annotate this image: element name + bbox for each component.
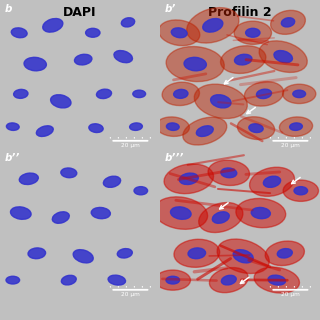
Ellipse shape [277, 249, 292, 258]
Ellipse shape [171, 207, 191, 219]
Ellipse shape [51, 95, 71, 108]
Ellipse shape [11, 28, 27, 38]
Ellipse shape [121, 18, 135, 27]
Ellipse shape [259, 41, 307, 72]
Text: b’’: b’’ [5, 154, 20, 164]
Text: DAPI: DAPI [63, 6, 97, 19]
Ellipse shape [133, 90, 146, 98]
Ellipse shape [268, 275, 285, 285]
Ellipse shape [283, 180, 318, 201]
Ellipse shape [293, 90, 306, 98]
Text: 20 μm: 20 μm [281, 292, 300, 297]
Ellipse shape [196, 126, 213, 136]
Ellipse shape [203, 19, 223, 32]
Ellipse shape [290, 123, 302, 130]
Ellipse shape [155, 270, 190, 290]
Ellipse shape [246, 28, 260, 37]
Ellipse shape [166, 46, 224, 82]
Ellipse shape [283, 84, 316, 104]
Ellipse shape [294, 187, 308, 195]
Ellipse shape [91, 207, 110, 219]
Ellipse shape [134, 187, 148, 195]
Ellipse shape [159, 20, 200, 46]
Ellipse shape [61, 168, 77, 178]
Ellipse shape [254, 267, 300, 293]
Ellipse shape [233, 250, 253, 263]
Ellipse shape [19, 173, 38, 185]
Ellipse shape [281, 18, 295, 27]
Ellipse shape [249, 124, 263, 132]
Ellipse shape [235, 54, 252, 65]
Text: Profilin 2: Profilin 2 [208, 6, 272, 19]
Ellipse shape [103, 176, 121, 188]
Ellipse shape [24, 57, 46, 71]
Ellipse shape [6, 123, 19, 130]
Ellipse shape [73, 250, 93, 263]
Ellipse shape [164, 164, 213, 194]
Ellipse shape [208, 160, 250, 186]
Ellipse shape [194, 84, 247, 118]
Ellipse shape [171, 28, 187, 38]
Ellipse shape [256, 89, 272, 99]
Ellipse shape [234, 21, 271, 44]
Ellipse shape [263, 176, 281, 188]
Ellipse shape [130, 123, 142, 130]
Ellipse shape [250, 167, 294, 196]
Ellipse shape [154, 197, 208, 229]
Ellipse shape [28, 248, 45, 259]
Ellipse shape [117, 249, 132, 258]
Ellipse shape [14, 89, 28, 98]
Ellipse shape [6, 276, 20, 284]
Ellipse shape [183, 117, 227, 145]
Ellipse shape [237, 117, 275, 140]
Ellipse shape [221, 275, 236, 285]
Text: 20 μm: 20 μm [121, 142, 140, 148]
Ellipse shape [251, 207, 270, 219]
Ellipse shape [187, 8, 239, 43]
Ellipse shape [179, 173, 198, 185]
Ellipse shape [265, 241, 304, 266]
Ellipse shape [221, 168, 237, 178]
Ellipse shape [271, 10, 305, 34]
Ellipse shape [212, 212, 229, 223]
Ellipse shape [220, 46, 266, 74]
Ellipse shape [166, 123, 179, 130]
Text: 20 μm: 20 μm [121, 292, 140, 297]
Ellipse shape [274, 51, 292, 63]
Ellipse shape [244, 82, 284, 106]
Ellipse shape [166, 276, 180, 284]
Ellipse shape [174, 89, 188, 98]
Text: 20 μm: 20 μm [281, 142, 300, 148]
Text: b’’’: b’’’ [165, 154, 184, 164]
Ellipse shape [217, 239, 269, 274]
Text: b: b [5, 4, 12, 14]
Ellipse shape [114, 51, 132, 63]
Ellipse shape [11, 207, 31, 219]
Ellipse shape [188, 248, 205, 259]
Ellipse shape [43, 19, 63, 32]
Ellipse shape [174, 239, 220, 267]
Ellipse shape [36, 126, 53, 136]
Text: b’: b’ [165, 4, 176, 14]
Ellipse shape [211, 95, 231, 108]
Ellipse shape [61, 275, 76, 285]
Ellipse shape [86, 28, 100, 37]
Ellipse shape [162, 82, 199, 106]
Ellipse shape [96, 89, 112, 99]
Ellipse shape [279, 117, 313, 136]
Ellipse shape [108, 275, 125, 285]
Ellipse shape [184, 57, 206, 71]
Ellipse shape [199, 203, 243, 233]
Ellipse shape [209, 268, 248, 293]
Ellipse shape [75, 54, 92, 65]
Ellipse shape [52, 212, 69, 223]
Ellipse shape [156, 117, 189, 136]
Ellipse shape [89, 124, 103, 132]
Ellipse shape [236, 198, 286, 228]
